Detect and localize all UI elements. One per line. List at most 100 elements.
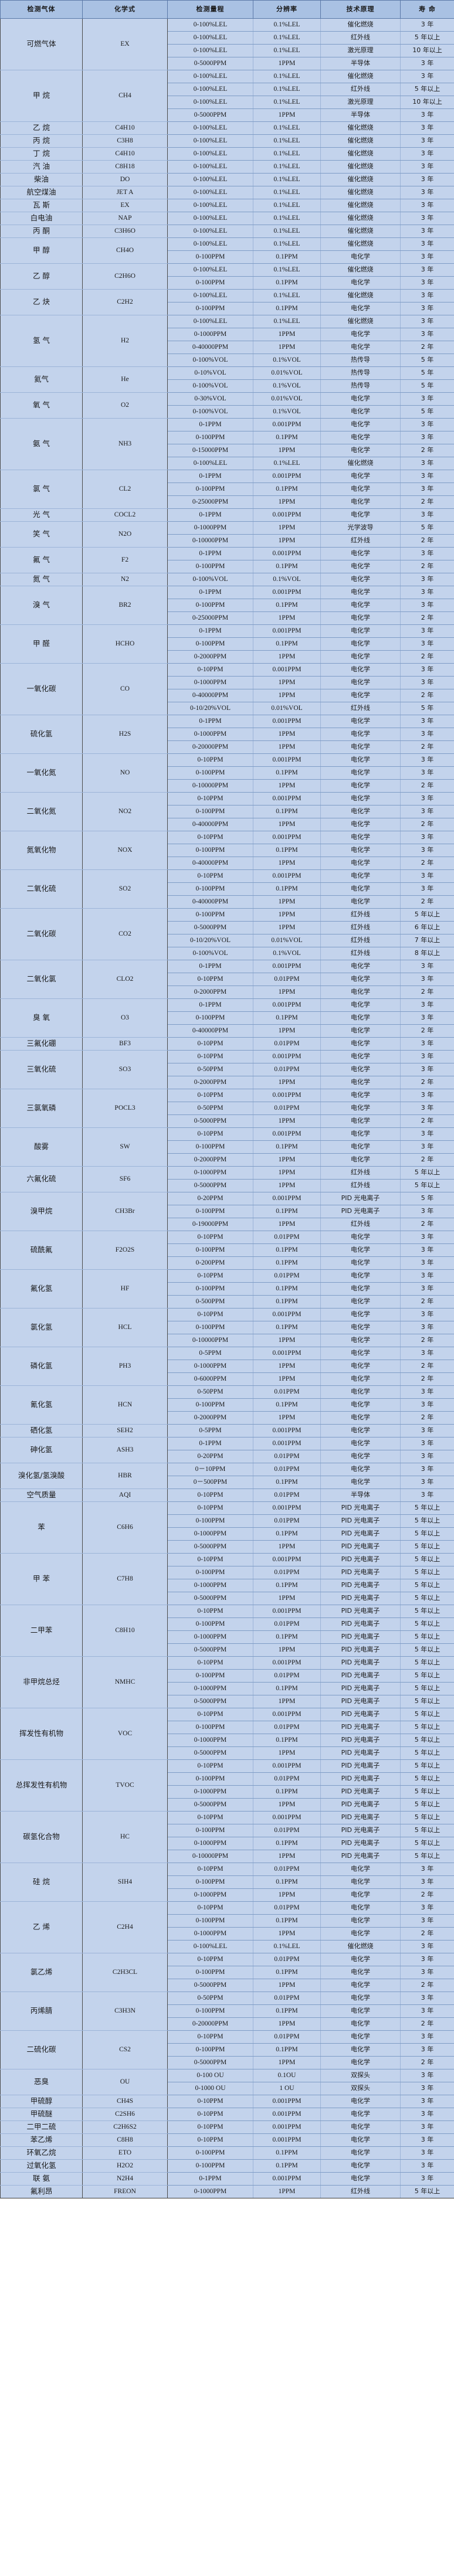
cell-service-life: 5 年 [400,405,454,419]
cell-service-life: 3 年 [400,1321,454,1334]
cell-service-life: 2 年 [400,1218,454,1231]
cell-detection-range: 0-10PPM [167,1759,253,1773]
cell-technology: 红外线 [320,83,401,96]
cell-resolution: 0.01PPM [253,1721,321,1734]
cell-service-life: 3 年 [400,1476,454,1489]
cell-detection-range: 0-100PPM [167,250,253,264]
cell-service-life: 5 年以上 [400,1643,454,1657]
cell-detection-range: 0-1PPM [167,624,253,638]
cell-resolution: 0.001PPM [253,1424,321,1437]
cell-chemical-formula: HCHO [82,624,168,664]
cell-technology: PID 光电离子 [320,1540,401,1554]
cell-technology: 催化燃烧 [320,225,401,238]
cell-resolution: 0.1%LEL [253,134,321,148]
cell-service-life: 5 年以上 [400,1811,454,1824]
cell-resolution: 0.01PPM [253,1037,321,1051]
table-row: 碳氢化合物 HC 0-10PPM 0.001PPM PID 光电离子 5 年以上 [0,1811,454,1863]
cell-resolution: 1PPM [253,1643,321,1657]
cell-resolution: 0.001PPM [253,792,321,806]
table-row: 0-100PPM 0.1PPM 电化学 3 年 [1,1140,454,1154]
cell-detection-range: 0-5000PPM [167,1798,253,1812]
cell-resolution: 1PPM [253,521,321,535]
cell-resolution: 1PPM [253,1746,321,1760]
cell-service-life: 5 年以上 [400,1179,454,1192]
table-row: 0-100PPM 0.01PPM PID 光电离子 5 年以上 [1,1566,454,1579]
cell-technology: 电化学 [320,2133,401,2147]
cell-detection-range: 0-100PPM [167,1669,253,1683]
cell-detection-range: 0-10000PPM [167,779,253,793]
cell-detection-range: 0-100%LEL [167,70,253,83]
cell-technology: 红外线 [320,1218,401,1231]
cell-resolution: 0.1PPM [253,805,321,818]
cell-resolution: 0.001PPM [253,2172,321,2186]
cell-technology: 电化学 [320,985,401,999]
cell-chemical-formula: BF3 [82,1037,168,1051]
cell-resolution: 0.1PPM [253,2159,321,2173]
table-row: 0-1000 OU 1 OU 双探头 3 年 [1,2082,454,2095]
cell-resolution: 0.1%LEL [253,199,321,212]
cell-technology: PID 光电离子 [320,1514,401,1528]
cell-resolution: 1PPM [253,676,321,689]
table-row: 0-20000PPM 1PPM 电化学 2 年 [1,740,454,754]
cell-service-life: 3 年 [400,225,454,238]
cell-chemical-formula: C8H10 [82,1605,168,1657]
cell-resolution: 0.1PPM [253,1282,321,1296]
cell-resolution: 0.001PPM [253,1127,321,1141]
table-row: 丁 烷 C4H10 0-100%LEL 0.1%LEL 催化燃烧 3 年 [0,147,454,161]
cell-detection-range: 0-10PPM [167,1605,253,1618]
cell-technology: 双探头 [320,2082,401,2095]
table-row: 0-20PPM 0.01PPM 电化学 3 年 [1,1450,454,1463]
cell-chemical-formula: SO2 [82,869,168,909]
cell-service-life: 3 年 [400,1863,454,1876]
table-row: 三氯氧磷 POCL3 0-10PPM 0.001PPM 电化学 3 年 [0,1089,454,1128]
cell-resolution: 0.1%VOL [253,354,321,367]
cell-technology: 电化学 [320,2056,401,2069]
cell-detection-range: 0-100PPM [167,1617,253,1631]
table-row: 恶臭 OU 0-100 OU 0.1OU 双探头 3 年 [0,2069,454,2095]
cell-gas-name: 氯化氢 [0,1308,83,1347]
cell-resolution: 0.1%LEL [253,212,321,225]
cell-service-life: 2 年 [400,2017,454,2031]
cell-detection-range: 0-1000PPM [167,1360,253,1373]
table-row: 非甲烷总烃 NMHC 0-10PPM 0.001PPM PID 光电离子 5 年以上 [0,1656,454,1708]
cell-detection-range: 0-50PPM [167,1102,253,1115]
table-row: 硫化氢 H2S 0-1PPM 0.001PPM 电化学 3 年 [0,715,454,754]
table-row: 三氟化硼 BF3 0-10PPM 0.01PPM 电化学 3 年 [0,1037,454,1051]
cell-resolution: 0.1PPM [253,431,321,444]
cell-detection-range: 0-10PPM [167,1901,253,1915]
cell-technology: 电化学 [320,2172,401,2186]
table-row: 三氧化硫 SO3 0-10PPM 0.001PPM 电化学 3 年 [0,1050,454,1089]
cell-resolution: 0.001PPM [253,470,321,483]
cell-resolution: 0.1%LEL [253,96,321,109]
table-row: 联 氨 N2H4 0-1PPM 0.001PPM 电化学 3 年 [0,2172,454,2186]
cell-technology: 电化学 [320,1140,401,1154]
cell-service-life: 3 年 [400,1940,454,1953]
table-row: 挥发性有机物 VOC 0-10PPM 0.001PPM PID 光电离子 5 年以上 [0,1708,454,1760]
cell-technology: 电化学 [320,844,401,857]
table-row: 0-100PPM 0.1PPM 电化学 3 年 [1,1243,454,1257]
cell-detection-range: 0-1PPM [167,715,253,728]
cell-detection-range: 0-100%LEL [167,186,253,199]
cell-detection-range: 0-50PPM [167,1063,253,1076]
table-row: 0-1000PPM 1PPM 电化学 3 年 [1,728,454,741]
cell-detection-range: 0-100PPM [167,1966,253,1979]
cell-detection-range: 0-10/20%VOL [167,934,253,947]
cell-service-life: 3 年 [400,482,454,496]
cell-service-life: 3 年 [400,1463,454,1476]
cell-service-life: 2 年 [400,985,454,999]
cell-chemical-formula: NO [82,753,168,793]
cell-detection-range: 0-100PPM [167,431,253,444]
cell-technology: PID 光电离子 [320,1527,401,1541]
cell-detection-range: 0-1000PPM [167,1734,253,1747]
cell-resolution: 0.1%LEL [253,289,321,303]
cell-detection-range: 0-100%LEL [167,134,253,148]
cell-resolution: 1PPM [253,908,321,922]
cell-detection-range: 0-5000PPM [167,1979,253,1992]
cell-service-life: 2 年 [400,534,454,548]
cell-detection-range: 0-10PPM [167,1553,253,1566]
cell-chemical-formula: CO2 [82,908,168,960]
cell-chemical-formula: NH3 [82,418,168,470]
cell-detection-range: 0-10PPM [167,1269,253,1283]
cell-detection-range: 0-1000PPM [167,728,253,741]
table-row: 氯乙烯 C2H3CL 0-10PPM 0.01PPM 电化学 3 年 [0,1953,454,1992]
